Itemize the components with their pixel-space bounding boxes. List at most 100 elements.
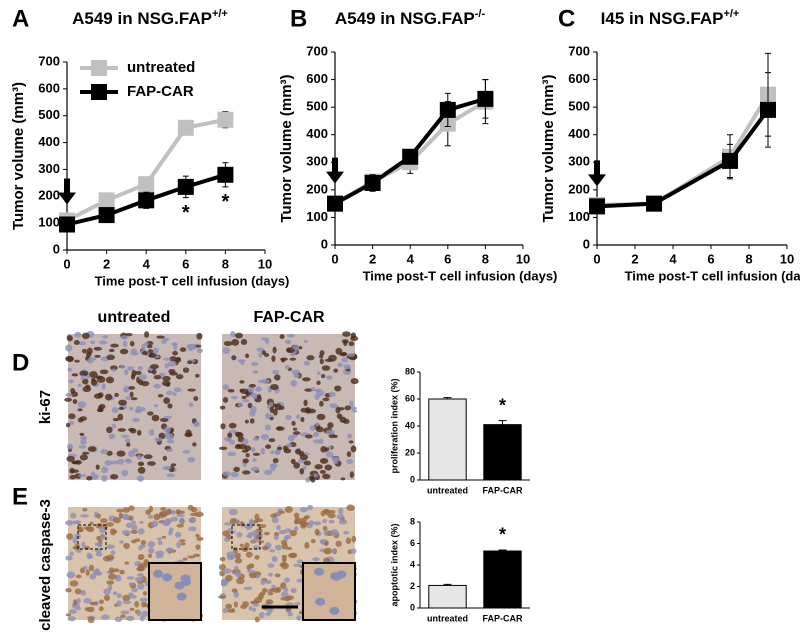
cell-nucleus — [124, 458, 131, 462]
cell-nucleus — [137, 461, 145, 467]
y-tick-label: 100 — [568, 209, 590, 224]
cell-nucleus — [153, 513, 160, 521]
cell-nucleus — [80, 589, 86, 596]
cell-nucleus — [124, 369, 129, 376]
cell-nucleus — [65, 392, 73, 397]
cell-nucleus — [348, 440, 354, 444]
cell-nucleus — [195, 534, 200, 538]
cell-nucleus — [80, 375, 85, 381]
cell-nucleus — [240, 338, 248, 346]
y-tick-label: 400 — [306, 126, 328, 141]
cell-nucleus — [283, 448, 292, 454]
data-point — [364, 174, 381, 191]
cell-nucleus — [245, 551, 253, 558]
cell-nucleus — [262, 545, 269, 551]
cell-nucleus — [141, 601, 147, 608]
cell-nucleus — [128, 386, 136, 390]
cell-nucleus — [313, 521, 322, 526]
cell-nucleus — [219, 405, 226, 410]
inset — [302, 562, 356, 621]
cell-nucleus — [88, 357, 97, 361]
cell-nucleus — [188, 517, 196, 524]
cell-nucleus — [260, 433, 269, 441]
cell-nucleus — [305, 524, 313, 529]
cell-nucleus — [336, 413, 343, 420]
cell-nucleus — [83, 597, 92, 604]
cell-nucleus — [165, 382, 171, 387]
cell-nucleus — [251, 362, 259, 367]
cell-nucleus — [68, 379, 75, 384]
cell-nucleus — [118, 399, 127, 406]
cell-nucleus — [176, 541, 182, 549]
cell-nucleus — [94, 354, 101, 358]
cell-nucleus — [332, 457, 339, 465]
y-tick-label: 200 — [568, 181, 590, 196]
cell-nucleus — [72, 537, 78, 544]
cell-nucleus — [139, 520, 144, 525]
cell-nucleus — [285, 414, 292, 420]
cell-nucleus — [278, 529, 287, 535]
cell-nucleus — [118, 406, 125, 411]
cell-nucleus — [299, 468, 305, 475]
cell-nucleus — [66, 571, 76, 579]
cell-nucleus — [314, 394, 320, 401]
cell-nucleus — [87, 616, 95, 624]
data-point — [760, 101, 776, 118]
y-tick-label: 300 — [38, 161, 60, 176]
cell-nucleus — [130, 348, 137, 354]
cell-nucleus — [122, 529, 131, 536]
cell-nucleus — [228, 422, 237, 429]
cell-nucleus — [232, 546, 238, 554]
cell-nucleus — [218, 446, 228, 451]
cell-nucleus — [269, 384, 279, 391]
cell-nucleus — [196, 332, 203, 340]
cell-nucleus — [225, 574, 233, 582]
cell-nucleus — [137, 366, 143, 371]
cell-nucleus — [130, 374, 136, 380]
cell-nucleus — [244, 419, 249, 424]
cell-nucleus — [122, 340, 128, 348]
cell-nucleus — [293, 431, 301, 435]
cell-nucleus — [121, 469, 129, 477]
cell-nucleus — [304, 541, 310, 549]
cell-nucleus — [271, 555, 278, 563]
cell-nucleus — [122, 600, 132, 605]
cell-nucleus — [292, 563, 302, 567]
cell-nucleus — [252, 370, 259, 374]
cell-nucleus — [64, 397, 72, 402]
zoom-box — [231, 524, 261, 550]
x-tick-label: 0 — [63, 256, 70, 271]
cell-nucleus — [242, 438, 249, 445]
cell-nucleus — [316, 380, 321, 386]
cell-nucleus — [100, 518, 108, 524]
cell-nucleus — [250, 466, 260, 472]
data-point — [327, 195, 343, 212]
cell-nucleus — [122, 594, 131, 602]
cell-nucleus — [151, 414, 160, 422]
cell-nucleus — [231, 339, 240, 346]
cell-nucleus — [128, 592, 134, 597]
cell-nucleus — [305, 434, 313, 439]
cell-nucleus — [129, 428, 137, 434]
cell-nucleus — [349, 400, 354, 408]
cell-nucleus — [320, 510, 326, 517]
cell-nucleus — [107, 584, 113, 591]
cell-nucleus — [223, 341, 233, 346]
cell-nucleus — [91, 377, 96, 382]
cell-nucleus — [136, 454, 143, 460]
cell-nucleus — [241, 395, 247, 400]
cell-nucleus — [167, 360, 177, 367]
x-tick-label: 4 — [669, 251, 677, 266]
cell-nucleus — [268, 438, 276, 443]
x-tick-label: 10 — [258, 256, 272, 271]
y-tick-label: 200 — [306, 181, 328, 196]
cell-nucleus — [88, 564, 95, 572]
panel-letter: D — [12, 349, 29, 376]
x-tick-label: FAP-CAR — [483, 613, 523, 623]
cell-nucleus — [219, 556, 226, 562]
data-point — [177, 119, 194, 136]
x-tick-label: untreated — [427, 485, 468, 495]
cell-nucleus — [196, 536, 204, 541]
cell-nucleus — [255, 386, 262, 392]
cell-nucleus — [180, 542, 186, 546]
